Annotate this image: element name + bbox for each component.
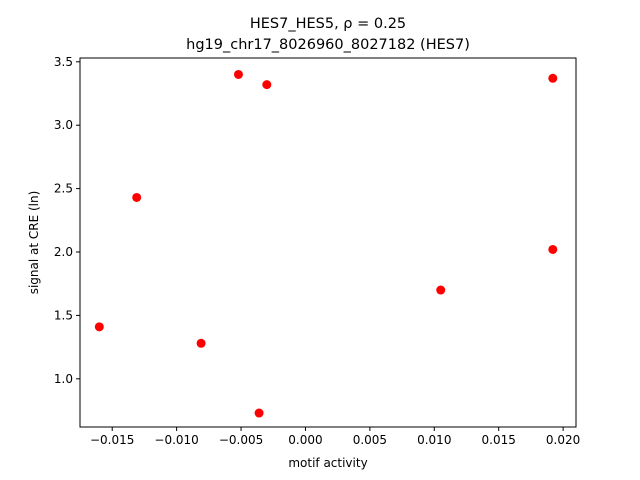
y-tick-label: 3.0 (54, 118, 73, 132)
x-tick-label: −0.010 (154, 433, 198, 447)
y-tick-label: 1.0 (54, 372, 73, 386)
y-tick-label: 2.0 (54, 245, 73, 259)
data-point (548, 73, 558, 83)
x-tick-label: −0.015 (90, 433, 134, 447)
chart-title-line-1: HES7_HES5, ρ = 0.25 (250, 16, 406, 32)
y-tick-label: 2.5 (54, 182, 73, 196)
x-axis-label: motif activity (288, 456, 367, 470)
x-axis-ticks: −0.015 −0.010 −0.005 0.000 0.005 0.010 0.015 0.… (90, 427, 580, 447)
data-point (548, 244, 558, 254)
y-tick-label: 3.5 (54, 55, 73, 69)
data-point (94, 322, 104, 332)
x-tick-label: −0.005 (219, 433, 263, 447)
data-point (254, 408, 264, 418)
data-points (94, 69, 558, 418)
data-point (233, 69, 243, 79)
data-point (132, 192, 142, 202)
x-tick-label: 0.000 (288, 433, 322, 447)
y-tick-label: 1.5 (54, 308, 73, 322)
data-point (196, 338, 206, 348)
y-axis-ticks: 1.0 1.5 2.0 2.5 3.0 3.5 (54, 55, 80, 386)
x-tick-label: 0.010 (417, 433, 451, 447)
chart-title-line-2: hg19_chr17_8026960_8027182 (HES7) (186, 37, 470, 53)
x-tick-label: 0.005 (353, 433, 387, 447)
plot-frame (79, 57, 577, 428)
data-point (436, 285, 446, 295)
x-tick-label: 0.015 (482, 433, 516, 447)
y-axis-label: signal at CRE (ln) (27, 191, 41, 295)
data-point (262, 80, 272, 90)
x-tick-label: 0.020 (546, 433, 580, 447)
